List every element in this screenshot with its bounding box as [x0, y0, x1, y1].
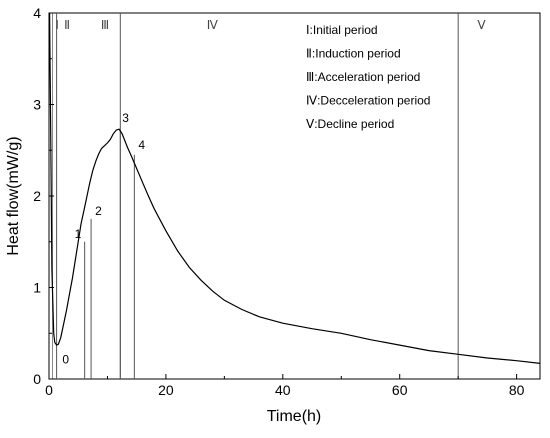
- legend-entry: Ⅱ:Induction period: [306, 47, 401, 61]
- period-label: Ⅴ: [477, 18, 486, 32]
- y-tick-label: 4: [33, 5, 41, 21]
- y-tick-label: 3: [33, 97, 41, 113]
- y-axis: 0 1 2 3 4: [33, 5, 54, 387]
- period-label: Ⅰ: [55, 18, 59, 32]
- plot-frame: [48, 12, 541, 380]
- x-tick-label: 20: [158, 382, 174, 398]
- point-label: 3: [122, 111, 129, 125]
- y-tick-label: 1: [33, 280, 41, 296]
- x-tick-label: 60: [392, 382, 408, 398]
- x-axis-label: Time(h): [267, 408, 322, 425]
- curve-layer: [49, 12, 541, 364]
- legend-entry: Ⅴ:Decline period: [306, 117, 394, 131]
- legend-entry: Ⅳ:Decceleration period: [306, 94, 430, 108]
- x-tick-label: 0: [45, 382, 53, 398]
- point-label: 0: [62, 353, 69, 367]
- legend: Ⅰ:Initial period Ⅱ:Induction period Ⅲ:Acce…: [306, 23, 430, 131]
- point-labels: 0 12 34: [62, 111, 145, 366]
- x-tick-label: 40: [275, 382, 291, 398]
- point-label: 1: [75, 227, 82, 241]
- heat-flow-curve: [49, 12, 541, 364]
- period-label: Ⅱ: [64, 18, 70, 32]
- y-axis-label: Heat flow(mW/g): [5, 136, 22, 255]
- x-tick-label: 80: [509, 382, 525, 398]
- y-tick-label: 0: [33, 371, 41, 387]
- period-label: Ⅲ: [101, 18, 109, 32]
- x-axis: 0 20 40 60 80: [45, 374, 525, 398]
- legend-entry: Ⅰ:Initial period: [306, 23, 378, 37]
- point-label: 2: [95, 204, 102, 218]
- legend-entry: Ⅲ:Acceleration period: [306, 70, 420, 84]
- point-label: 4: [138, 138, 145, 152]
- period-boundaries: [52, 13, 459, 379]
- y-tick-label: 2: [33, 188, 41, 204]
- period-label: Ⅳ: [207, 18, 218, 32]
